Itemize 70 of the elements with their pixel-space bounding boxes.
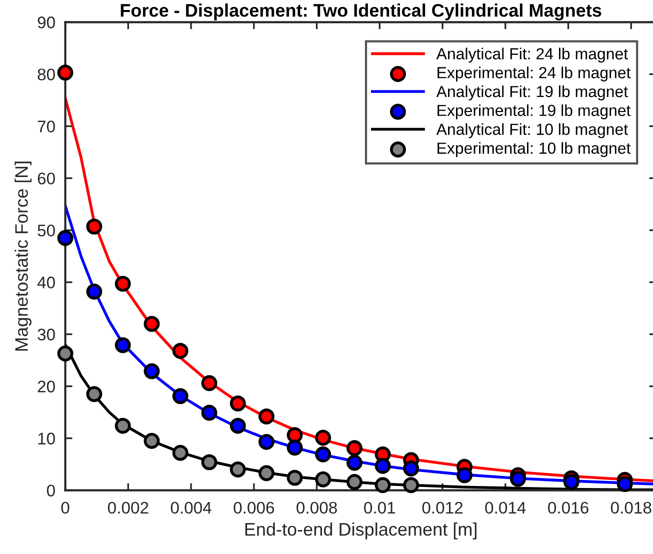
- point: [346, 454, 362, 471]
- point: [403, 460, 420, 476]
- y-tick-label: 60: [38, 172, 55, 184]
- point: [616, 476, 633, 492]
- legend-label: Analytical Fit: 24 lb magnet: [436, 48, 628, 63]
- point: [286, 427, 303, 444]
- x-tick-label: 0.004: [170, 502, 212, 514]
- point: [510, 470, 526, 487]
- point: [201, 404, 218, 421]
- y-tick-label: 10: [38, 432, 55, 444]
- y-tick-label: 50: [38, 224, 55, 236]
- chart-title: Force - Displacement: Two Identical Cylindrical Magnets: [120, 4, 602, 20]
- point: [172, 342, 188, 359]
- point: [315, 471, 332, 488]
- x-tick-label: 0.006: [234, 502, 274, 514]
- point: [172, 444, 188, 461]
- point: [86, 284, 102, 300]
- y-tick-label: 40: [37, 276, 55, 288]
- point: [57, 64, 74, 81]
- y-tick-label: 90: [38, 16, 55, 28]
- point: [57, 230, 74, 246]
- y-axis-title: Magnetostatic Force [N]: [14, 162, 32, 351]
- point: [144, 316, 160, 332]
- point: [374, 477, 391, 494]
- point: [86, 218, 102, 235]
- point: [144, 363, 160, 380]
- point: [201, 454, 218, 470]
- point: [230, 462, 246, 478]
- x-tick-label: 0.008: [296, 502, 337, 514]
- x-tick-label: 0.012: [422, 502, 463, 514]
- y-tick-label: 0: [46, 484, 55, 496]
- point: [286, 440, 303, 456]
- point: [201, 375, 218, 392]
- point: [258, 408, 274, 424]
- x-tick-label: 0.01: [364, 502, 396, 514]
- point: [57, 346, 74, 362]
- point: [258, 465, 274, 482]
- x-axis-title: End-to-end Displacement [m]: [245, 522, 476, 540]
- legend-label: Experimental: 19 lb magnet: [438, 104, 631, 120]
- point: [315, 446, 332, 462]
- x-tick-label: 0.002: [108, 502, 148, 514]
- point: [230, 418, 246, 434]
- point: [346, 474, 362, 490]
- x-tick-label: 0.016: [548, 502, 588, 514]
- point: [456, 467, 472, 484]
- point: [114, 276, 131, 292]
- point: [346, 440, 362, 456]
- point: [86, 386, 102, 402]
- y-tick-label: 20: [38, 380, 55, 392]
- legend-label: Analytical Fit: 10 lb magnet: [436, 123, 628, 138]
- point: [286, 470, 303, 486]
- y-tick-label: 80: [38, 68, 55, 80]
- legend-label: Experimental: 24 lb magnet: [438, 66, 631, 82]
- point: [403, 477, 420, 494]
- y-tick-label: 30: [38, 328, 55, 340]
- legend-label: Analytical Fit: 19 lb magnet: [436, 85, 628, 100]
- point: [315, 430, 332, 446]
- point: [258, 434, 274, 450]
- point: [374, 458, 391, 474]
- point: [230, 395, 246, 412]
- x-tick-label: 0: [61, 502, 70, 514]
- x-tick-label: 0.014: [485, 502, 526, 514]
- point: [563, 474, 580, 490]
- x-tick-label: 0.018: [610, 502, 652, 514]
- point: [144, 432, 160, 449]
- point: [172, 388, 188, 404]
- legend-label: Experimental: 10 lb magnet: [438, 142, 631, 158]
- point: [114, 337, 131, 354]
- point: [114, 418, 131, 434]
- y-tick-label: 70: [38, 120, 55, 132]
